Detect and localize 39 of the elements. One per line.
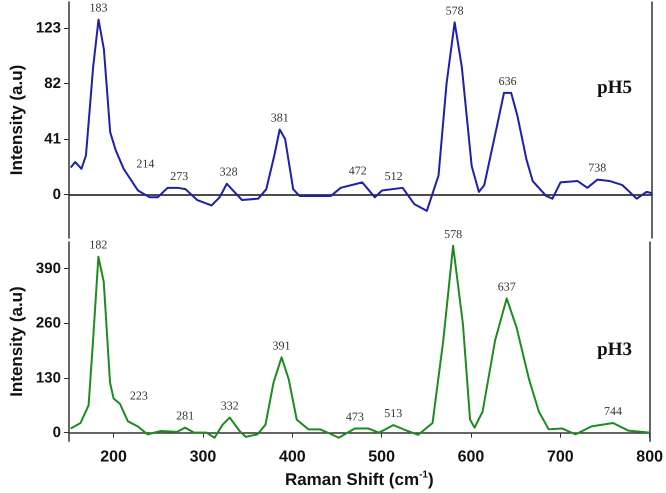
annotation: 183 (90, 0, 108, 15)
annotation: 636 (498, 74, 517, 88)
annotation: 381 (270, 110, 289, 124)
annotation: 744 (604, 404, 622, 418)
annotation: 182 (89, 238, 108, 252)
x-tick-label: 200 (100, 448, 128, 466)
x-tick-label: 700 (546, 448, 574, 466)
y-tick-label: 390 (36, 260, 61, 278)
x-tick-label: 800 (636, 448, 664, 466)
annotation: 637 (498, 279, 516, 294)
annotation: 214 (136, 156, 154, 171)
annotation: 391 (272, 338, 291, 352)
y-tick-label: 41 (44, 130, 61, 148)
x-tick-label: 600 (458, 448, 484, 466)
annotation: 513 (384, 406, 402, 420)
annotation: 328 (220, 164, 238, 179)
y-axis-title: Intensity (a.u) (7, 64, 26, 176)
y-tick-label: 0 (52, 424, 61, 442)
annotation: 472 (348, 163, 367, 178)
annotation: 512 (384, 168, 403, 183)
annotation: 578 (446, 3, 464, 18)
y-tick-label: 123 (36, 19, 61, 36)
annotation: 281 (176, 408, 194, 423)
x-tick-label: 400 (278, 448, 306, 466)
annotation: pH5 (597, 77, 632, 98)
annotation: 473 (346, 409, 364, 424)
x-tick-label: 300 (190, 448, 216, 466)
y-axis-title: Intensity (a.u) (7, 286, 26, 397)
annotation: 578 (444, 226, 462, 241)
y-tick-label: 260 (36, 314, 61, 332)
y-tick-label: 82 (44, 74, 61, 92)
annotation: 223 (130, 388, 148, 403)
annotation: 273 (170, 168, 188, 183)
annotation: 332 (220, 398, 239, 413)
y-tick-label: 130 (36, 369, 61, 386)
annotation: pH3 (597, 339, 632, 360)
annotation: 738 (588, 160, 606, 175)
x-tick-label: 500 (368, 448, 396, 466)
y-tick-label: 0 (52, 186, 61, 204)
